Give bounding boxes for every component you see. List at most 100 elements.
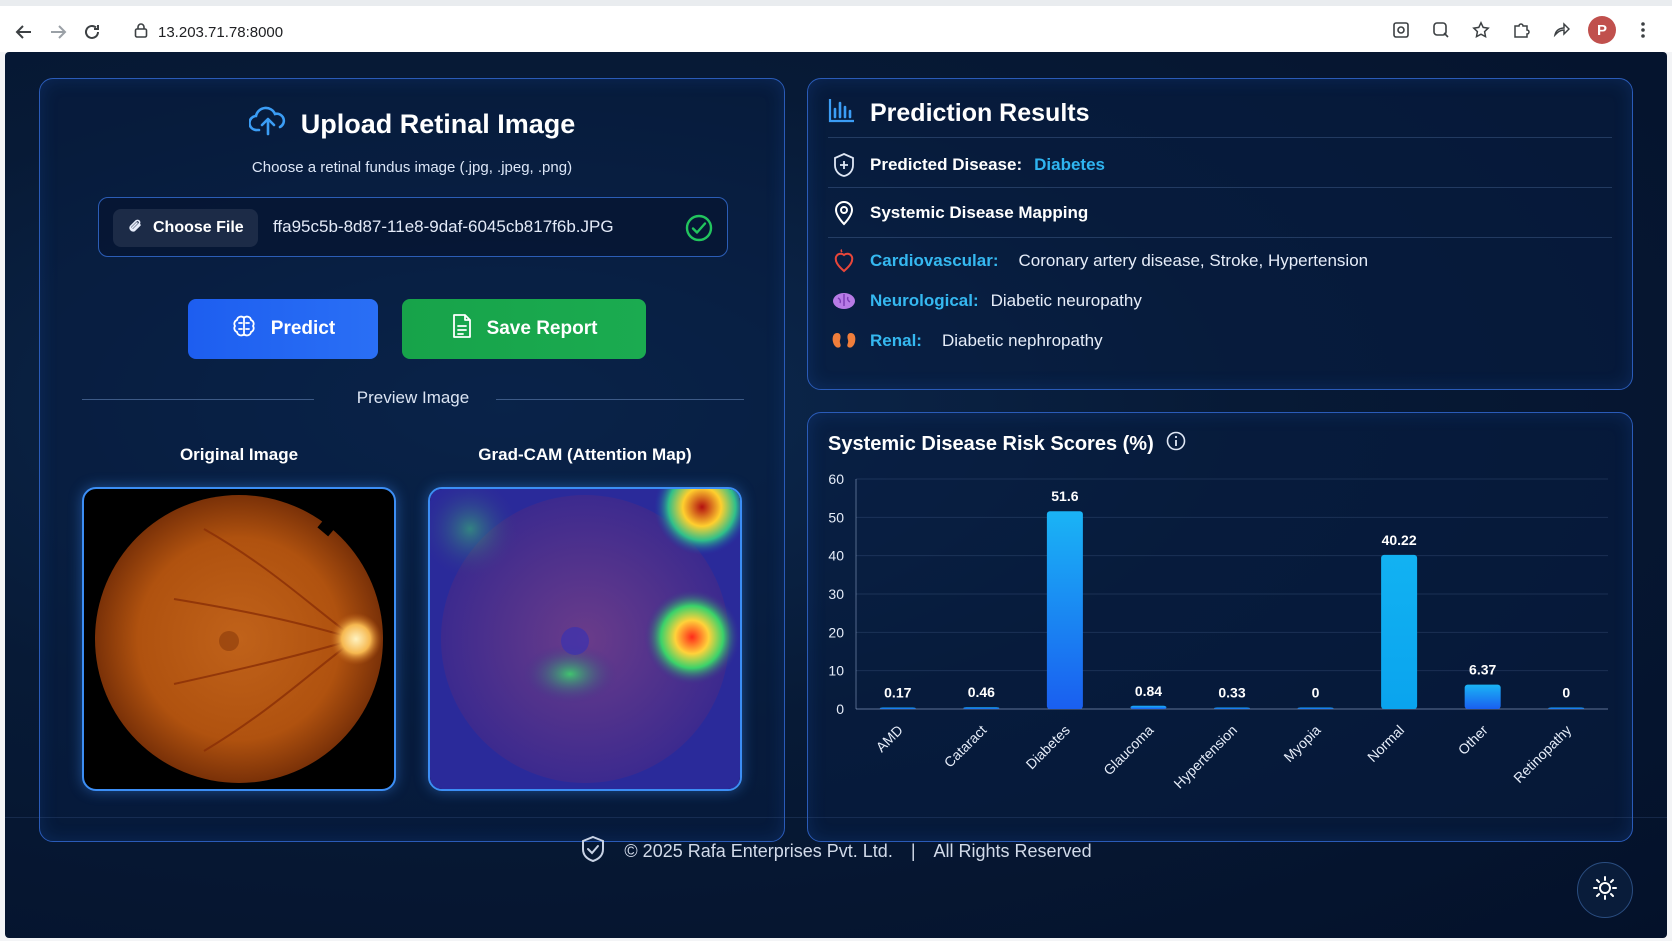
bar-normal xyxy=(1381,554,1418,709)
document-icon xyxy=(451,313,473,345)
choose-file-button[interactable]: Choose File xyxy=(113,209,258,247)
reload-icon[interactable] xyxy=(78,18,106,46)
footer: © 2025 Rafa Enterprises Pvt. Ltd. | All … xyxy=(5,835,1667,868)
prediction-results-panel: Prediction Results Predicted Disease: Di… xyxy=(807,78,1633,390)
renal-label: Renal: xyxy=(870,331,922,350)
upload-title: Upload Retinal Image xyxy=(300,109,576,139)
x-tick-label: Retinopathy xyxy=(1510,722,1574,786)
selected-filename: ffa95c5b-8d87-11e8-9daf-6045cb817f6b.JPG xyxy=(273,217,614,236)
cardiovascular-value: Coronary artery disease, Stroke, Hyperte… xyxy=(1018,251,1369,270)
x-tick-label: Cataract xyxy=(941,722,990,771)
theme-toggle-button[interactable] xyxy=(1577,862,1633,918)
bar-other xyxy=(1464,684,1501,709)
predicted-disease-row: Predicted Disease: Diabetes xyxy=(830,151,1105,179)
chart-title: Systemic Disease Risk Scores (%) xyxy=(828,432,1154,455)
bar-diabetes xyxy=(1046,511,1083,709)
chart-title-row: Systemic Disease Risk Scores (%) xyxy=(828,431,1186,457)
preview-divider-right xyxy=(496,399,744,400)
preview-divider-left xyxy=(82,399,314,400)
copyright-text: © 2025 Rafa Enterprises Pvt. Ltd. xyxy=(624,841,893,861)
x-tick-label: Diabetes xyxy=(1023,722,1073,772)
cardiovascular-label: Cardiovascular: xyxy=(870,251,999,270)
app-container: Upload Retinal Image Choose a retinal fu… xyxy=(5,52,1667,938)
data-label: 6.37 xyxy=(1469,662,1496,678)
sun-icon xyxy=(1592,875,1618,906)
shield-icon xyxy=(580,835,606,868)
back-icon[interactable] xyxy=(10,18,38,46)
predict-label: Predict xyxy=(270,318,336,339)
renal-value: Diabetic nephropathy xyxy=(941,331,1103,350)
results-divider-3 xyxy=(828,237,1612,238)
x-tick-label: Hypertension xyxy=(1170,722,1240,792)
results-title-row: Prediction Results xyxy=(828,97,1090,130)
neurological-label: Neurological: xyxy=(870,291,979,310)
bar-myopia xyxy=(1297,707,1334,709)
data-label: 0.46 xyxy=(968,684,995,700)
y-tick-label: 50 xyxy=(828,509,844,525)
browser-actions: P xyxy=(1388,16,1656,44)
risk-bar-chart: 0 10 20 30 40 50 60 0.17 AMD 0.46 Cataract 51.6 Diab… xyxy=(828,471,1608,792)
paperclip-icon xyxy=(127,218,143,239)
upload-title-row: Upload Retinal Image xyxy=(40,105,784,144)
check-circle-icon xyxy=(685,214,713,247)
browser-toolbar: 13.203.71.78:8000 P xyxy=(0,0,1672,52)
results-divider-2 xyxy=(828,187,1612,188)
extension-icon[interactable] xyxy=(1508,17,1534,43)
data-label: 0.33 xyxy=(1218,685,1245,701)
address-bar[interactable]: 13.203.71.78:8000 xyxy=(134,16,283,48)
bar-chart-icon xyxy=(828,97,856,130)
kidney-icon xyxy=(830,330,858,352)
y-tick-label: 0 xyxy=(836,701,844,717)
data-label: 0.84 xyxy=(1135,683,1162,699)
heart-icon xyxy=(830,249,858,273)
bar-retinopathy xyxy=(1548,707,1585,709)
original-image xyxy=(82,487,396,791)
data-label: 0.17 xyxy=(884,685,911,701)
x-tick-label: Other xyxy=(1455,722,1491,758)
rights-text: All Rights Reserved xyxy=(933,841,1092,861)
y-tick-label: 10 xyxy=(828,663,844,679)
info-icon[interactable] xyxy=(1166,431,1186,457)
bar-glaucoma xyxy=(1130,705,1167,709)
file-input[interactable]: Choose File ffa95c5b-8d87-11e8-9daf-6045… xyxy=(98,197,728,257)
url-text: 13.203.71.78:8000 xyxy=(158,23,284,41)
x-tick-label: Glaucoma xyxy=(1100,722,1157,779)
profile-avatar[interactable]: P xyxy=(1588,16,1616,44)
y-tick-label: 60 xyxy=(828,471,844,487)
cardiovascular-row: Cardiovascular: Coronary artery disease,… xyxy=(830,247,1368,275)
upload-panel: Upload Retinal Image Choose a retinal fu… xyxy=(39,78,785,842)
y-tick-label: 40 xyxy=(828,548,844,564)
brain-icon xyxy=(231,313,257,345)
bar-amd xyxy=(879,707,916,709)
bar-cataract xyxy=(963,707,1000,709)
data-label: 51.6 xyxy=(1051,488,1078,504)
menu-dots-icon[interactable] xyxy=(1630,17,1656,43)
results-divider-1 xyxy=(828,137,1612,138)
y-tick-label: 30 xyxy=(828,586,844,602)
upload-subtitle: Choose a retinal fundus image (.jpg, .jp… xyxy=(251,159,573,176)
gradcam-label: Grad-CAM (Attention Map) xyxy=(478,445,692,464)
predict-button[interactable]: Predict xyxy=(188,299,378,359)
share-icon[interactable] xyxy=(1548,17,1574,43)
star-icon[interactable] xyxy=(1468,17,1494,43)
renal-row: Renal: Diabetic nephropathy xyxy=(830,327,1103,355)
original-image-label: Original Image xyxy=(179,445,299,464)
medical-plus-icon xyxy=(830,152,858,178)
screenshot-icon[interactable] xyxy=(1388,17,1414,43)
forward-icon[interactable] xyxy=(44,18,72,46)
x-tick-label: Normal xyxy=(1364,722,1407,765)
mapping-label: Systemic Disease Mapping xyxy=(870,203,1089,222)
save-report-label: Save Report xyxy=(486,318,598,339)
x-tick-label: AMD xyxy=(873,722,906,755)
predicted-disease-value: Diabetes xyxy=(1034,155,1106,174)
results-title: Prediction Results xyxy=(870,99,1090,127)
gradcam-image xyxy=(428,487,742,791)
neurological-row: Neurological: Diabetic neuropathy xyxy=(830,287,1142,315)
lens-icon[interactable] xyxy=(1428,17,1454,43)
location-pin-icon xyxy=(830,200,858,226)
x-tick-label: Myopia xyxy=(1280,722,1323,765)
save-report-button[interactable]: Save Report xyxy=(402,299,646,359)
lock-icon xyxy=(134,22,148,42)
mapping-row: Systemic Disease Mapping xyxy=(830,199,1088,227)
choose-file-label: Choose File xyxy=(153,219,244,236)
